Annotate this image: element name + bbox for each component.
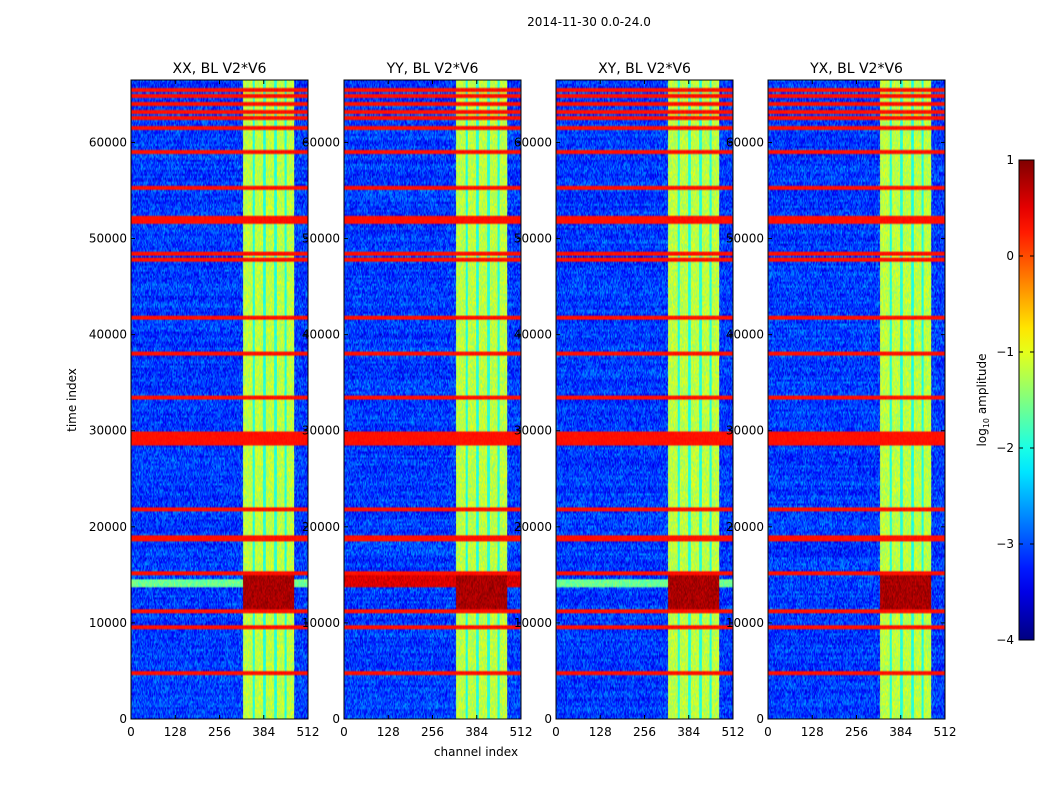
y-tick-label: 50000 [89, 232, 127, 246]
y-tick-label: 20000 [302, 520, 340, 534]
colorbar-gradient [1018, 159, 1035, 641]
x-tick-label: 512 [510, 725, 533, 739]
figure-title: 2014-11-30 0.0-24.0 [527, 15, 651, 29]
y-tick-label: 20000 [89, 520, 127, 534]
y-tick-label: 30000 [89, 424, 127, 438]
x-ticks: 0 128 256 384 512 [127, 80, 319, 739]
x-ticks: 0 128 256 384 512 [340, 80, 532, 739]
y-ticks: 0 10000 20000 30000 40000 50000 60000 [89, 135, 308, 726]
panel-yx: YX, BL V2*V6 0 128 256 384 512 0 10000 20000 3000… [726, 61, 957, 739]
colorbar-tick-label: −1 [996, 345, 1014, 359]
panel-yy: YY, BL V2*V6 0 128 256 384 512 0 10000 20000 3000… [302, 61, 533, 739]
panels-group: XX, BL V2*V6 0 128 256 384 512 0 10000 20000 3000… [89, 61, 957, 739]
heatmap-canvas [556, 80, 733, 719]
x-tick-label: 128 [589, 725, 612, 739]
y-tick-label: 30000 [302, 424, 340, 438]
x-axis-label: channel index [434, 745, 518, 759]
x-tick-label: 512 [297, 725, 320, 739]
x-tick-label: 256 [845, 725, 868, 739]
heatmap-canvas [344, 80, 521, 719]
y-tick-label: 0 [119, 712, 127, 726]
x-tick-label: 0 [764, 725, 772, 739]
y-tick-label: 0 [756, 712, 764, 726]
y-tick-label: 60000 [89, 135, 127, 149]
x-tick-label: 384 [889, 725, 912, 739]
x-tick-label: 384 [677, 725, 700, 739]
y-tick-label: 20000 [726, 520, 764, 534]
y-tick-label: 40000 [726, 328, 764, 342]
x-tick-label: 0 [340, 725, 348, 739]
x-tick-label: 512 [722, 725, 745, 739]
heatmap-canvas [768, 80, 945, 719]
y-tick-label: 0 [332, 712, 340, 726]
y-tick-label: 50000 [726, 232, 764, 246]
y-tick-label: 20000 [514, 520, 552, 534]
heatmap-image [768, 80, 945, 719]
colorbar: −4 −3 −2 −1 0 1 log10 amplitude [975, 153, 1035, 647]
panel-title: XY, BL V2*V6 [598, 61, 691, 77]
y-ticks: 0 10000 20000 30000 40000 50000 60000 [302, 135, 521, 726]
panel-xy: XY, BL V2*V6 0 128 256 384 512 0 10000 20000 3000… [514, 61, 745, 739]
y-tick-label: 40000 [514, 328, 552, 342]
x-tick-label: 256 [633, 725, 656, 739]
y-axis-label: time index [65, 368, 79, 432]
y-tick-label: 0 [544, 712, 552, 726]
y-tick-label: 10000 [302, 616, 340, 630]
x-tick-label: 256 [421, 725, 444, 739]
x-tick-label: 128 [377, 725, 400, 739]
x-tick-label: 0 [552, 725, 560, 739]
heatmap-image [556, 80, 733, 719]
panel-title: YY, BL V2*V6 [386, 61, 479, 77]
colorbar-tick-label: 1 [1006, 153, 1014, 167]
panel-title: XX, BL V2*V6 [173, 61, 267, 77]
x-tick-label: 512 [934, 725, 957, 739]
heatmap-canvas [131, 80, 308, 719]
x-tick-label: 384 [465, 725, 488, 739]
y-tick-label: 60000 [726, 135, 764, 149]
x-tick-label: 256 [208, 725, 231, 739]
y-tick-label: 50000 [302, 232, 340, 246]
x-tick-label: 128 [164, 725, 187, 739]
x-tick-label: 0 [127, 725, 135, 739]
heatmap-image [131, 80, 308, 719]
heatmap-image [344, 80, 521, 719]
y-tick-label: 60000 [514, 135, 552, 149]
colorbar-tick-label: −2 [996, 441, 1014, 455]
y-tick-label: 10000 [726, 616, 764, 630]
y-tick-label: 10000 [89, 616, 127, 630]
colorbar-tick-label: −3 [996, 537, 1014, 551]
y-tick-label: 50000 [514, 232, 552, 246]
x-ticks: 0 128 256 384 512 [764, 80, 956, 739]
x-tick-label: 128 [801, 725, 824, 739]
y-tick-label: 10000 [514, 616, 552, 630]
y-tick-label: 40000 [89, 328, 127, 342]
y-tick-label: 30000 [514, 424, 552, 438]
colorbar-tick-label: 0 [1006, 249, 1014, 263]
panel-xx: XX, BL V2*V6 0 128 256 384 512 0 10000 20000 3000… [89, 61, 320, 739]
y-tick-label: 40000 [302, 328, 340, 342]
colorbar-tick-label: −4 [996, 633, 1014, 647]
y-tick-label: 30000 [726, 424, 764, 438]
y-ticks: 0 10000 20000 30000 40000 50000 60000 [514, 135, 733, 726]
x-ticks: 0 128 256 384 512 [552, 80, 744, 739]
x-tick-label: 384 [252, 725, 275, 739]
y-ticks: 0 10000 20000 30000 40000 50000 60000 [726, 135, 945, 726]
panel-title: YX, BL V2*V6 [809, 61, 903, 77]
y-tick-label: 60000 [302, 135, 340, 149]
colorbar-label: log10 amplitude [975, 354, 991, 447]
